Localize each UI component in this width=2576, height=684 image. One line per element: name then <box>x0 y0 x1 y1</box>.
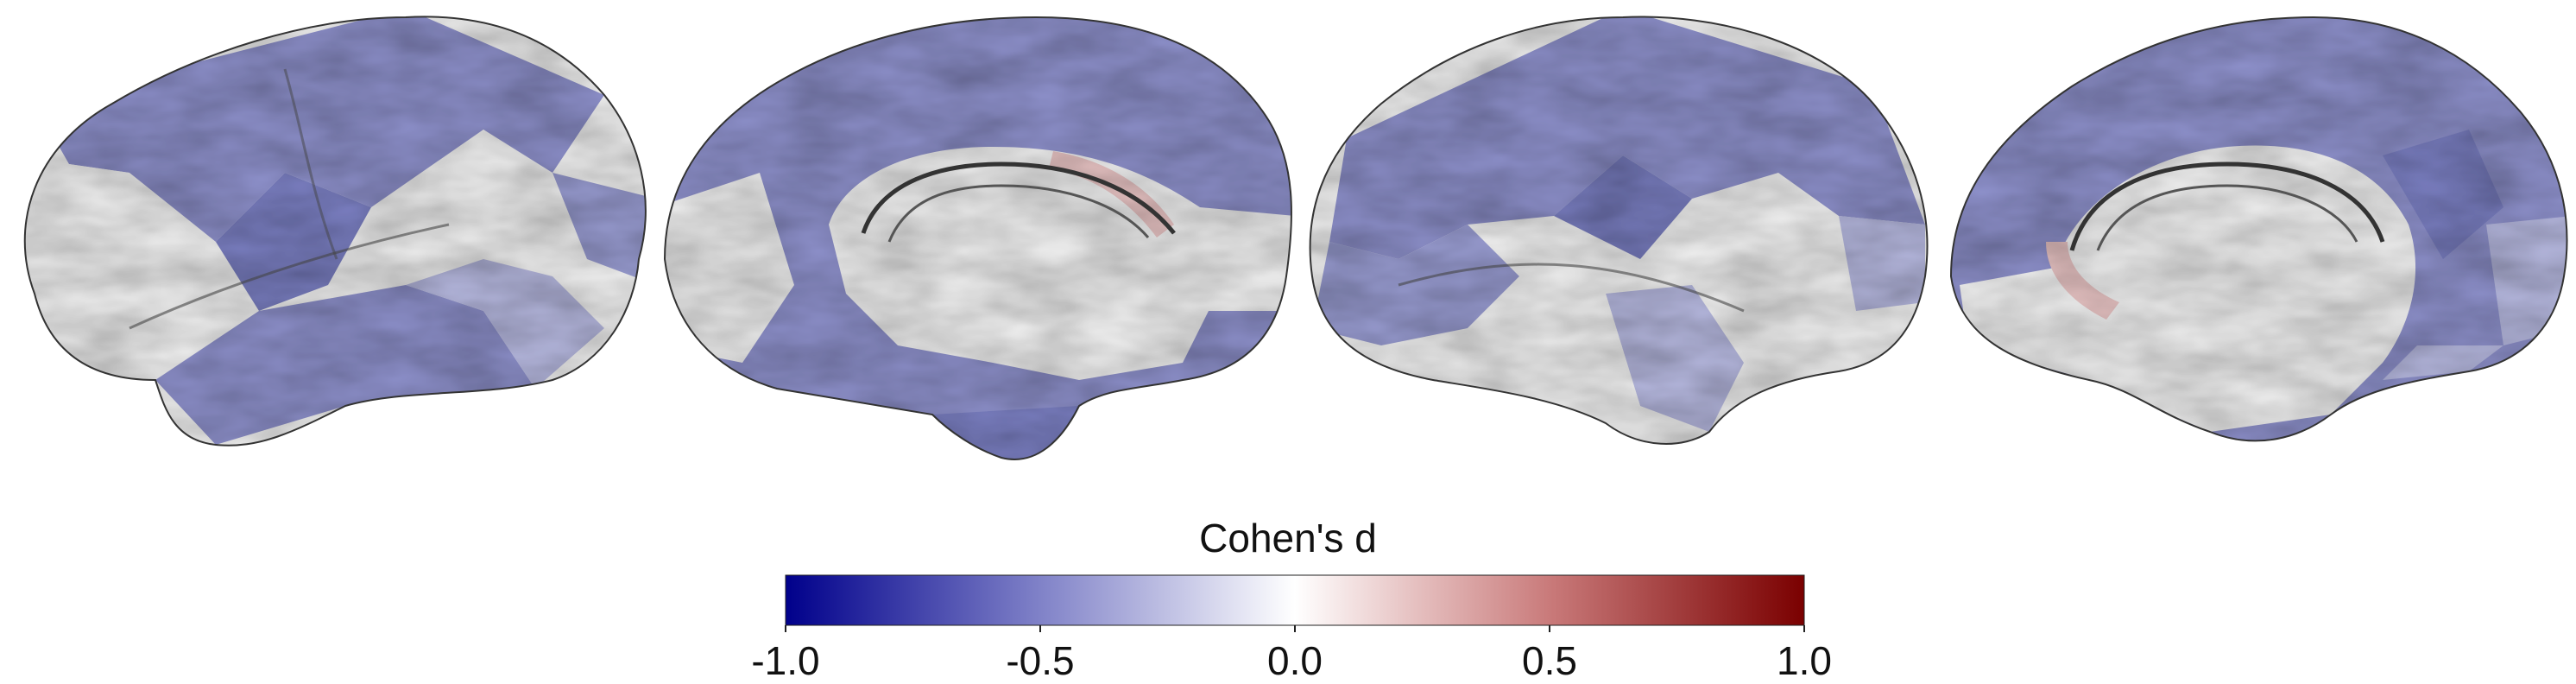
colorbar-tick-label: -1.0 <box>751 638 820 683</box>
left-medial-view <box>663 16 1292 460</box>
colorbar-tick-label: 0.5 <box>1522 638 1577 683</box>
colorbar-tick-label: 1.0 <box>1777 638 1832 683</box>
brain-surfaces <box>23 16 2568 460</box>
colorbar-tick-label: -0.5 <box>1006 638 1075 683</box>
colorbar-tick-label: 0.0 <box>1267 638 1323 683</box>
right-lateral-view <box>1309 16 1929 445</box>
colorbar-tick-marks <box>785 625 1805 632</box>
colorbar-title: Cohen's d <box>1199 516 1377 560</box>
right-medial-view <box>1949 16 2568 442</box>
colorbar <box>785 574 1805 632</box>
left-lateral-view <box>23 16 647 446</box>
colorbar-gradient <box>785 574 1805 626</box>
